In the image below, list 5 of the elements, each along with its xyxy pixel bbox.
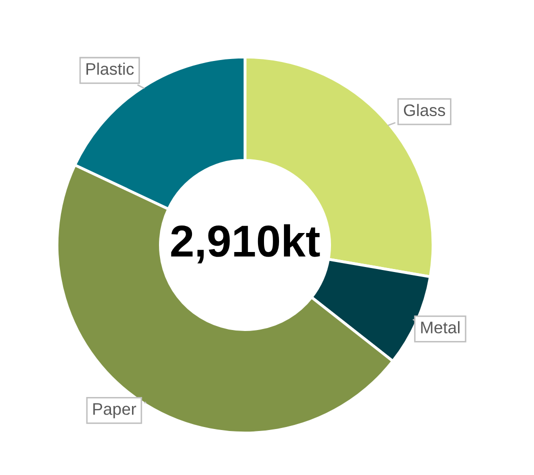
slice-label: Plastic [86,62,134,75]
slice-label: Paper [93,403,136,418]
slice-label: Glass [404,104,446,116]
slice-label: Metal [421,321,460,334]
text: 2,910kt [171,224,320,264]
